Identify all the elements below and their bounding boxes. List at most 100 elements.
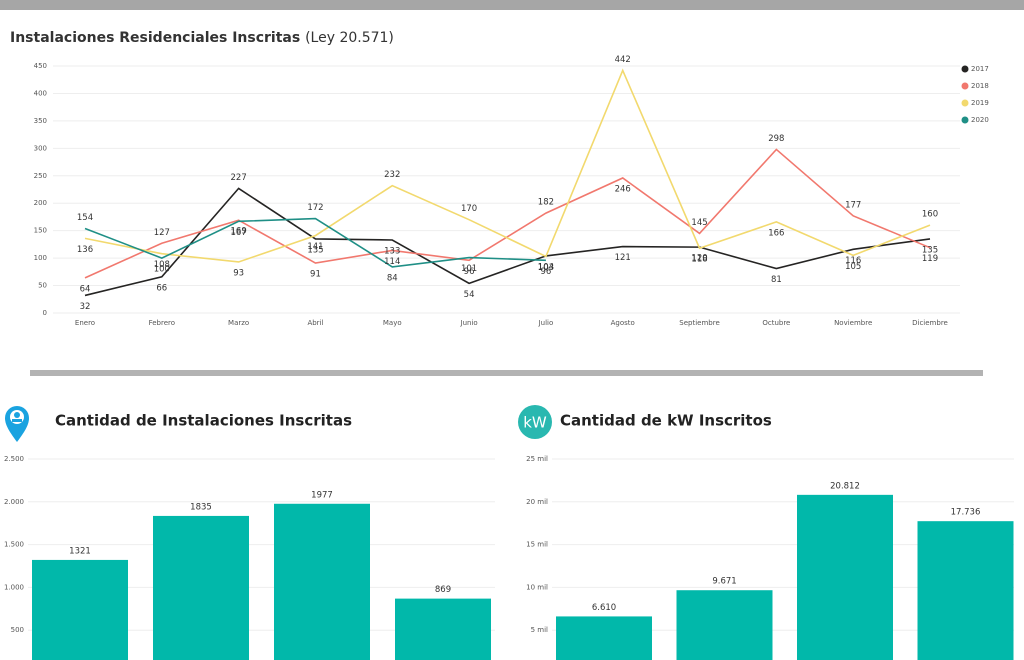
data-label: 442 — [615, 55, 631, 65]
title: Instalaciones Residenciales Inscritas — [10, 30, 300, 46]
bar — [797, 494, 893, 660]
data-label: 6.610 — [592, 603, 616, 613]
y-tick-label: 50 — [38, 282, 47, 290]
bar — [917, 521, 1014, 660]
y-tick-label: 20 mil — [526, 498, 548, 506]
data-label: 101 — [461, 264, 477, 274]
data-label: 116 — [845, 256, 861, 266]
bar — [395, 598, 491, 660]
y-tick-label: 250 — [34, 172, 47, 180]
data-label: 54 — [464, 290, 475, 300]
bar — [676, 590, 773, 660]
kw-icon — [518, 405, 552, 439]
data-label: 127 — [154, 228, 170, 238]
data-label: 141 — [307, 242, 323, 252]
bar — [556, 616, 652, 660]
data-label: 177 — [845, 200, 861, 210]
y-tick-label: 450 — [34, 62, 47, 70]
data-label: 66 — [156, 283, 167, 293]
x-tick-label: Septiembre — [679, 319, 719, 327]
x-tick-label: Junio — [460, 319, 478, 327]
data-label: 93 — [233, 268, 244, 278]
bar — [274, 503, 370, 660]
x-tick-label: Mayo — [383, 319, 402, 327]
x-tick-label: Julio — [538, 319, 554, 327]
data-label: 121 — [615, 253, 631, 263]
data-label: 20.812 — [830, 481, 860, 491]
data-label: 869 — [435, 585, 451, 595]
legend-marker — [961, 116, 969, 124]
line — [84, 148, 931, 279]
data-label: 105 — [845, 262, 861, 272]
x-tick-label: Noviembre — [834, 319, 872, 327]
data-label: 298 — [768, 134, 784, 144]
x-tick-label: Abril — [307, 319, 323, 327]
icon-text: kW — [523, 414, 547, 432]
y-tick-label: 100 — [34, 254, 47, 262]
line — [84, 187, 931, 297]
data-label: 133 — [384, 246, 400, 256]
pin-icon — [5, 406, 29, 442]
data-label: 246 — [615, 184, 631, 194]
y-tick-label: 300 — [34, 144, 47, 152]
data-label: 1321 — [69, 546, 91, 556]
y-tick-label: 1.500 — [4, 541, 24, 549]
legend-label: 2020 — [971, 116, 989, 124]
chart-title: Cantidad de Instalaciones Inscritas — [55, 412, 352, 430]
y-tick-label: 25 mil — [526, 455, 548, 463]
data-label: 145 — [691, 218, 707, 228]
data-label: 169 — [231, 227, 247, 237]
x-tick-label: Marzo — [228, 319, 249, 327]
data-label: 136 — [77, 245, 93, 255]
divider — [30, 370, 983, 376]
top-bar — [0, 0, 1024, 10]
legend-label: 2018 — [971, 82, 989, 90]
data-label: 91 — [310, 270, 321, 280]
data-label: 114 — [384, 257, 400, 267]
line — [84, 217, 546, 268]
y-tick-label: 10 mil — [526, 583, 548, 591]
legend-marker — [961, 99, 969, 107]
y-tick-label: 500 — [11, 626, 24, 634]
legend-label: 2019 — [971, 99, 989, 107]
data-label: 170 — [461, 204, 477, 214]
x-tick-label: Febrero — [149, 319, 175, 327]
y-tick-label: 2.500 — [4, 455, 24, 463]
data-label: 154 — [77, 213, 93, 223]
data-label: 84 — [387, 273, 398, 283]
data-label: 96 — [540, 267, 551, 277]
data-label: 104 — [538, 262, 554, 272]
data-label: 119 — [922, 254, 938, 264]
data-label: 1835 — [190, 502, 212, 512]
data-label: 172 — [307, 203, 323, 213]
data-label: 135 — [307, 245, 323, 255]
data-label: 160 — [922, 210, 938, 220]
y-tick-label: 5 mil — [531, 626, 548, 634]
line — [84, 68, 931, 263]
bar — [32, 559, 128, 660]
data-label: 135 — [922, 245, 938, 255]
y-tick-label: 2.000 — [4, 498, 24, 506]
data-label: 232 — [384, 170, 400, 180]
y-tick-label: 200 — [34, 199, 47, 207]
data-label: 96 — [464, 267, 475, 277]
legend-marker — [961, 65, 969, 73]
data-label: 182 — [538, 198, 554, 208]
data-label: 166 — [768, 228, 784, 238]
x-tick-label: Enero — [75, 319, 95, 327]
data-label: 81 — [771, 275, 782, 285]
y-tick-label: 400 — [34, 89, 47, 97]
data-label: 32 — [80, 302, 91, 312]
data-label: 17.736 — [951, 508, 981, 518]
data-label: 9.671 — [712, 577, 736, 587]
y-tick-label: 350 — [34, 117, 47, 125]
y-tick-label: 1.000 — [4, 583, 24, 591]
data-label: 167 — [231, 228, 247, 238]
y-tick-label: 150 — [34, 227, 47, 235]
data-label: 100 — [154, 265, 170, 275]
chart-title: Cantidad de kW Inscritos — [560, 412, 772, 430]
x-tick-label: Diciembre — [912, 319, 948, 327]
y-tick-label: 15 mil — [526, 541, 548, 549]
